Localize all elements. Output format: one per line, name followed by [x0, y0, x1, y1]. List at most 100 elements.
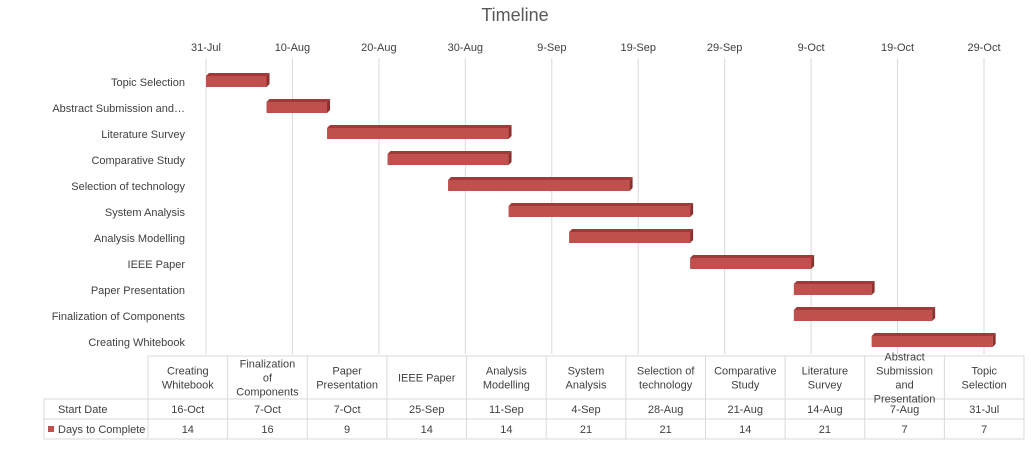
bar: [206, 73, 270, 87]
bar-side: [266, 73, 270, 87]
bar-top: [508, 203, 694, 206]
y-category-label: Analysis Modelling: [94, 233, 185, 245]
table-cell: 7: [901, 424, 907, 436]
x-tick-label: 19-Sep: [620, 42, 655, 54]
bar-face: [569, 232, 691, 243]
bar-face: [266, 102, 328, 113]
x-tick-label: 10-Aug: [275, 42, 310, 54]
table-cell: 7-Oct: [334, 404, 361, 416]
y-category-label: Abstract Submission and…: [52, 103, 185, 115]
table-row-label: Start Date: [58, 404, 108, 416]
bar-top: [793, 281, 875, 284]
x-tick-label: 9-Sep: [537, 42, 566, 54]
bar-face: [387, 154, 509, 165]
table-cell: 16-Oct: [171, 404, 204, 416]
y-category-label: Selection of technology: [71, 181, 185, 193]
table-cell: 21-Aug: [728, 404, 763, 416]
bar-face: [871, 336, 993, 347]
x-tick-label: 9-Oct: [798, 42, 825, 54]
bar-top: [871, 333, 996, 336]
bar-face: [793, 284, 872, 295]
bar-side: [508, 151, 512, 165]
y-category-label: Paper Presentation: [91, 285, 185, 297]
bar-side: [690, 203, 694, 217]
bars: [206, 73, 996, 347]
bar-side: [932, 307, 936, 321]
bar-top: [569, 229, 694, 232]
bar-side: [871, 281, 875, 295]
table-cell: 14: [500, 424, 512, 436]
bar: [569, 229, 694, 243]
table-cell: 31-Jul: [969, 404, 999, 416]
bar-side: [629, 177, 633, 191]
data-table: Creating Whitebook Finalization of Component…: [43, 352, 1025, 440]
table-column-header: IEEE Paper: [398, 373, 456, 385]
table-cell: 16: [261, 424, 273, 436]
y-category-label: Topic Selection: [111, 77, 185, 89]
bar-top: [690, 255, 815, 258]
y-category-label: Comparative Study: [91, 155, 185, 167]
bar: [266, 99, 331, 113]
table-cell: 21: [819, 424, 831, 436]
bar: [793, 307, 936, 321]
bar-face: [327, 128, 509, 139]
bar-side: [690, 229, 694, 243]
table-cell: 25-Sep: [409, 404, 444, 416]
x-tick-label: 29-Sep: [707, 42, 742, 54]
table-cell: 28-Aug: [648, 404, 683, 416]
table-cell: 21: [660, 424, 672, 436]
bar-face: [690, 258, 812, 269]
table-column-header: Literature Survey: [802, 366, 848, 392]
bar-side: [327, 99, 331, 113]
bar-top: [793, 307, 936, 310]
y-category-label: IEEE Paper: [128, 259, 186, 271]
table-column-header: Comparative Study: [714, 366, 776, 392]
bar: [448, 177, 633, 191]
table-column-header: Paper Presentation: [316, 366, 378, 392]
bar-top: [387, 151, 512, 154]
table-column-header: Selection of technology: [637, 366, 695, 392]
table-cell: 14-Aug: [807, 404, 842, 416]
x-tick-label: 19-Oct: [881, 42, 914, 54]
bar: [871, 333, 996, 347]
table-column-header: Topic Selection: [962, 366, 1007, 392]
x-tick-label: 31-Jul: [191, 42, 221, 54]
bar: [690, 255, 815, 269]
bar-side: [811, 255, 815, 269]
x-axis-ticks: 31-Jul 10-Aug 20-Aug 30-Aug 9-Sep 19-Sep 29-Se…: [191, 42, 1000, 54]
y-category-label: Literature Survey: [101, 129, 185, 141]
chart-title: Timeline: [481, 5, 548, 25]
bar: [387, 151, 512, 165]
x-tick-label: 30-Aug: [448, 42, 483, 54]
table-column-header: System Analysis: [566, 366, 607, 392]
table-row-label: Days to Complete: [58, 424, 145, 436]
bar-face: [448, 180, 630, 191]
x-tick-label: 29-Oct: [967, 42, 1000, 54]
bar-top: [327, 125, 512, 128]
bar: [327, 125, 512, 139]
bar: [508, 203, 694, 217]
y-category-label: System Analysis: [105, 207, 186, 219]
bar-top: [266, 99, 331, 102]
x-tick-label: 20-Aug: [361, 42, 396, 54]
bar-side: [992, 333, 996, 347]
table-cell: 14: [421, 424, 433, 436]
table-cell: 21: [580, 424, 592, 436]
bar-top: [448, 177, 633, 180]
y-category-label: Creating Whitebook: [88, 337, 185, 349]
table-cell: 4-Sep: [571, 404, 600, 416]
table-cell: 7: [981, 424, 987, 436]
table-cell: 11-Sep: [489, 404, 524, 416]
table-cell: 7-Oct: [254, 404, 281, 416]
bar-side: [508, 125, 512, 139]
table-cell: 7-Aug: [890, 404, 919, 416]
bar-top: [206, 73, 270, 76]
table-column-header: Analysis Modelling: [483, 366, 530, 392]
y-axis-categories: Topic Selection Abstract Submission and… L…: [52, 77, 186, 349]
bar-face: [206, 76, 267, 87]
legend-swatch: [48, 426, 54, 432]
table-cell: 14: [739, 424, 751, 436]
bar-face: [508, 206, 691, 217]
table-cell: 9: [344, 424, 350, 436]
